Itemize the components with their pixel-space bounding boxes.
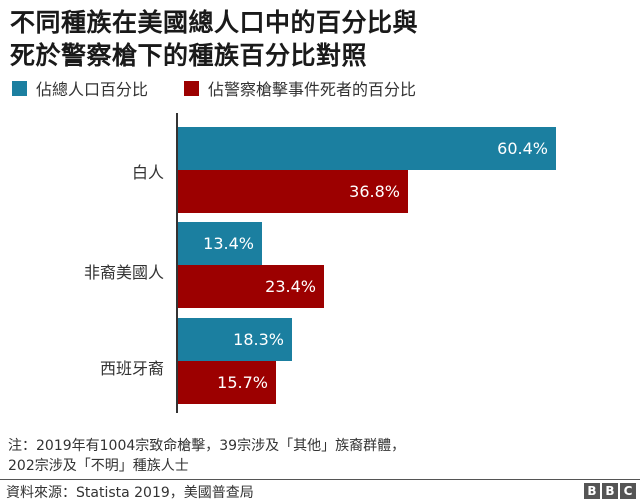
- category-label-hispanic: 西班牙裔: [99, 359, 164, 378]
- bar-value: 23.4%: [265, 277, 316, 296]
- footnote-line-1: 注：2019年有1004宗致命槍擊，39宗涉及「其他」族裔群體，: [8, 438, 406, 454]
- bar-value: 36.8%: [349, 182, 400, 201]
- bbc-logo: B B C: [584, 483, 636, 499]
- bar-value: 18.3%: [233, 330, 284, 349]
- bar-white-deaths: 36.8%: [178, 170, 408, 213]
- bar-black-deaths: 23.4%: [178, 265, 324, 308]
- chart-title: 不同種族在美國總人口中的百分比與 死於警察槍下的種族百分比對照: [10, 6, 418, 72]
- legend-item-population: 佔總人口百分比: [12, 76, 148, 100]
- logo-letter: C: [620, 483, 636, 499]
- legend-label: 佔警察槍擊事件死者的百分比: [208, 80, 417, 99]
- y-axis-line: [176, 113, 178, 413]
- logo-letter: B: [602, 483, 618, 499]
- legend-label: 佔總人口百分比: [36, 80, 149, 99]
- legend-swatch-blue: [12, 80, 27, 96]
- category-label-white: 白人: [131, 163, 164, 182]
- footnote-line-2: 202宗涉及「不明」種族人士: [8, 458, 189, 474]
- bar-black-population: 13.4%: [178, 222, 262, 265]
- legend-item-deaths: 佔警察槍擊事件死者的百分比: [184, 76, 416, 100]
- legend: 佔總人口百分比 佔警察槍擊事件死者的百分比: [12, 76, 452, 100]
- title-line-1: 不同種族在美國總人口中的百分比與: [10, 8, 419, 37]
- source-text: 資料來源：Statista 2019，美國普查局: [6, 485, 254, 501]
- logo-letter: B: [584, 483, 600, 499]
- bar-value: 15.7%: [217, 373, 268, 392]
- divider: [0, 479, 640, 480]
- bar-value: 60.4%: [497, 139, 548, 158]
- category-label-black: 非裔美國人: [83, 263, 164, 282]
- title-line-2: 死於警察槍下的種族百分比對照: [10, 41, 368, 70]
- legend-swatch-red: [184, 80, 200, 96]
- bar-hispanic-population: 18.3%: [178, 318, 292, 361]
- bar-hispanic-deaths: 15.7%: [178, 361, 276, 404]
- bar-white-population: 60.4%: [178, 127, 556, 170]
- bar-value: 13.4%: [203, 234, 254, 253]
- footnote: 注：2019年有1004宗致命槍擊，39宗涉及「其他」族裔群體， 202宗涉及「…: [8, 436, 405, 476]
